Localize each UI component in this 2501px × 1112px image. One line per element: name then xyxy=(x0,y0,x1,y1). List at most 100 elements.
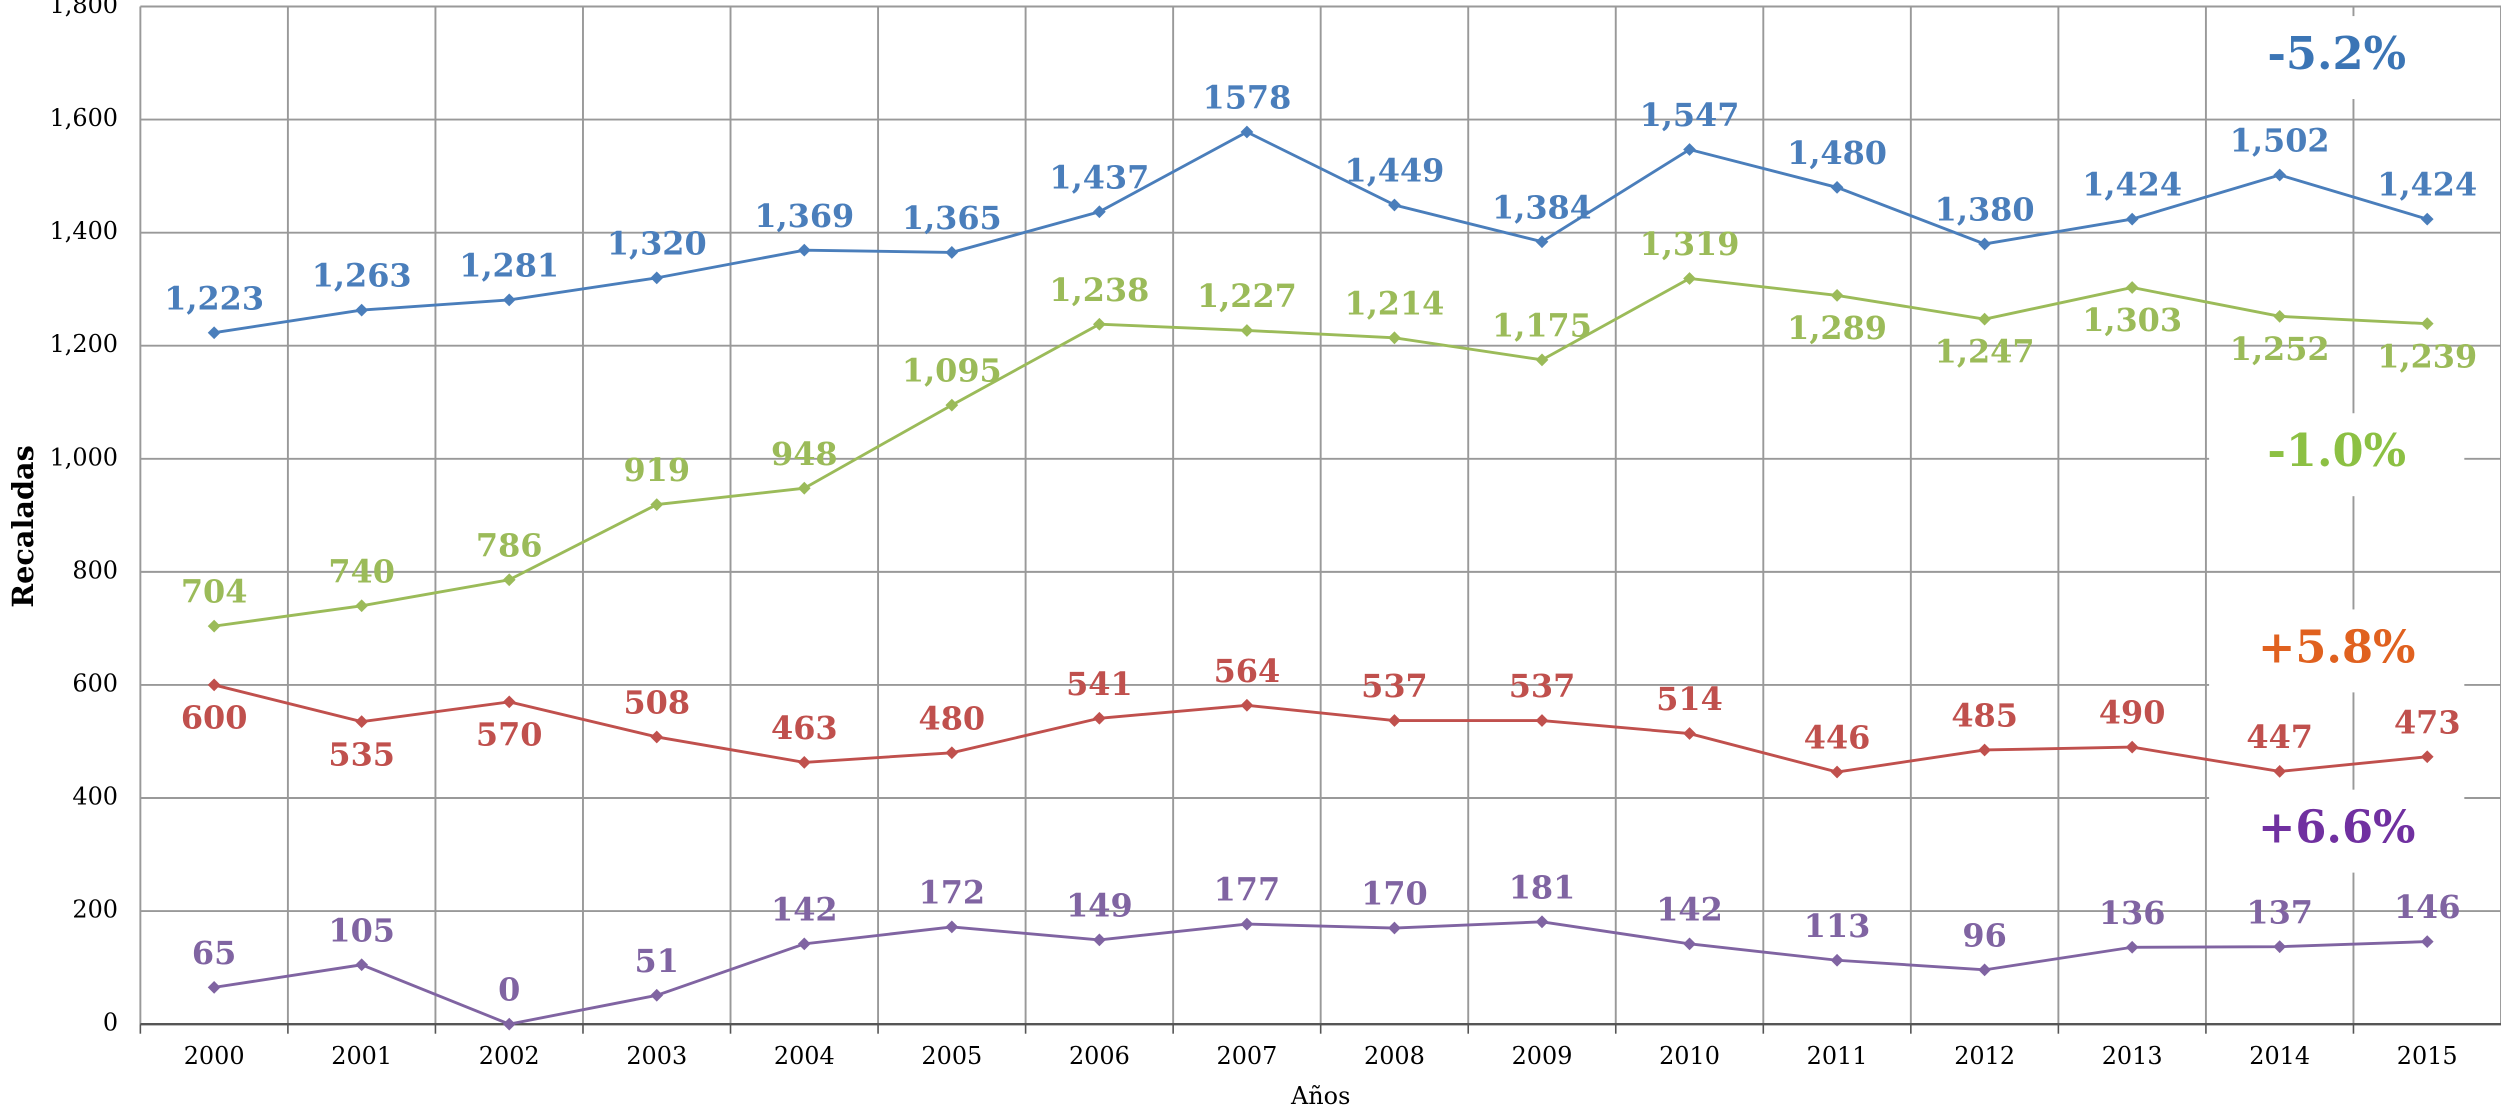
value-label: 1,449 xyxy=(1345,152,1445,190)
marker xyxy=(1241,324,1254,337)
value-label: 1,247 xyxy=(1935,333,2035,371)
marker xyxy=(208,679,221,692)
value-label: 1,380 xyxy=(1935,191,2035,229)
marker xyxy=(945,921,958,934)
marker xyxy=(2273,765,2286,778)
x-tick-label: 2009 xyxy=(1512,1042,1573,1070)
marker xyxy=(945,246,958,259)
value-label: 1,214 xyxy=(1345,284,1445,322)
value-label: 1,384 xyxy=(1492,188,1592,226)
value-label: 1,281 xyxy=(459,247,559,285)
marker xyxy=(798,937,811,950)
x-tick-label: 2012 xyxy=(1954,1042,2015,1070)
marker xyxy=(1978,744,1991,757)
value-label: 51 xyxy=(635,942,679,980)
marker xyxy=(1093,712,1106,725)
marker xyxy=(208,326,221,339)
chart: Recaladas Años 02004006008001,0001,2001,… xyxy=(0,0,2501,1112)
y-tick-label: 1,200 xyxy=(50,330,118,358)
value-label: 96 xyxy=(1962,916,2006,954)
value-label: 1,263 xyxy=(312,257,412,295)
y-axis-label: Recaladas xyxy=(6,445,40,608)
value-label: 1,369 xyxy=(754,197,854,235)
x-tick-label: 2004 xyxy=(774,1042,835,1070)
marker xyxy=(1241,699,1254,712)
marker xyxy=(945,746,958,759)
value-label: 490 xyxy=(2099,694,2166,732)
marker xyxy=(1093,318,1106,331)
value-label: 113 xyxy=(1804,907,1871,945)
value-label: 564 xyxy=(1214,652,1281,690)
marker xyxy=(945,399,958,412)
marker xyxy=(208,981,221,994)
marker xyxy=(2421,317,2434,330)
value-label: 480 xyxy=(919,699,986,737)
value-label: 1,095 xyxy=(902,352,1002,390)
marker xyxy=(1241,918,1254,931)
marker xyxy=(503,696,516,709)
value-label: 1,223 xyxy=(164,279,264,317)
annotation: -1.0% xyxy=(2267,424,2406,477)
value-label: 146 xyxy=(2394,888,2461,926)
marker xyxy=(650,272,663,285)
value-label: 1,502 xyxy=(2230,122,2330,160)
marker xyxy=(355,715,368,728)
annotation: +6.6% xyxy=(2258,801,2416,854)
x-tick-label: 2013 xyxy=(2102,1042,2163,1070)
marker xyxy=(1831,954,1844,967)
y-tick-label: 1,600 xyxy=(50,104,118,132)
marker xyxy=(798,756,811,769)
x-axis-label: Años xyxy=(1290,1082,1350,1110)
marker xyxy=(1831,766,1844,779)
marker xyxy=(1978,238,1991,251)
y-tick-label: 200 xyxy=(72,896,118,924)
marker xyxy=(503,573,516,586)
marker xyxy=(2273,169,2286,182)
marker xyxy=(2126,281,2139,294)
value-label: 919 xyxy=(623,451,690,489)
annotation: +5.8% xyxy=(2258,620,2416,673)
marker xyxy=(1388,199,1401,212)
value-label: 446 xyxy=(1804,719,1871,757)
x-tick-label: 2014 xyxy=(2249,1042,2310,1070)
value-label: 177 xyxy=(1214,871,1281,909)
value-label: 600 xyxy=(181,699,248,737)
value-label: 1,319 xyxy=(1640,225,1740,263)
value-label: 570 xyxy=(476,715,543,753)
marker xyxy=(355,599,368,612)
x-tick-label: 2000 xyxy=(184,1042,245,1070)
marker xyxy=(798,482,811,495)
value-label: 473 xyxy=(2394,703,2461,741)
marker xyxy=(2273,940,2286,953)
y-tick-label: 400 xyxy=(72,783,118,811)
x-tick-label: 2003 xyxy=(626,1042,687,1070)
value-label: 786 xyxy=(476,526,543,564)
value-label: 1,289 xyxy=(1787,309,1887,347)
value-label: 1,227 xyxy=(1197,277,1297,315)
value-label: 65 xyxy=(192,934,236,972)
value-label: 1,424 xyxy=(2082,166,2182,204)
value-label: 535 xyxy=(328,735,395,773)
marker xyxy=(2421,935,2434,948)
x-tick-label: 2006 xyxy=(1069,1042,1130,1070)
value-label: 740 xyxy=(328,552,395,590)
marker xyxy=(650,989,663,1002)
marker xyxy=(1536,714,1549,727)
x-tick-label: 2007 xyxy=(1216,1042,1277,1070)
x-tick-label: 2010 xyxy=(1659,1042,1720,1070)
value-label: 1,252 xyxy=(2230,330,2330,368)
value-label: 1,424 xyxy=(2377,166,2477,204)
x-tick-label: 2008 xyxy=(1364,1042,1425,1070)
value-label: 105 xyxy=(328,911,395,949)
marker xyxy=(503,294,516,307)
value-label: 537 xyxy=(1509,667,1576,705)
value-label: 172 xyxy=(919,873,986,911)
y-tick-label: 1,800 xyxy=(50,0,118,19)
marker xyxy=(2126,741,2139,754)
marker xyxy=(503,1018,516,1031)
marker xyxy=(355,304,368,317)
value-label: 463 xyxy=(771,709,838,747)
marker xyxy=(1388,714,1401,727)
x-tick-label: 2001 xyxy=(331,1042,392,1070)
x-tick-label: 2015 xyxy=(2397,1042,2458,1070)
